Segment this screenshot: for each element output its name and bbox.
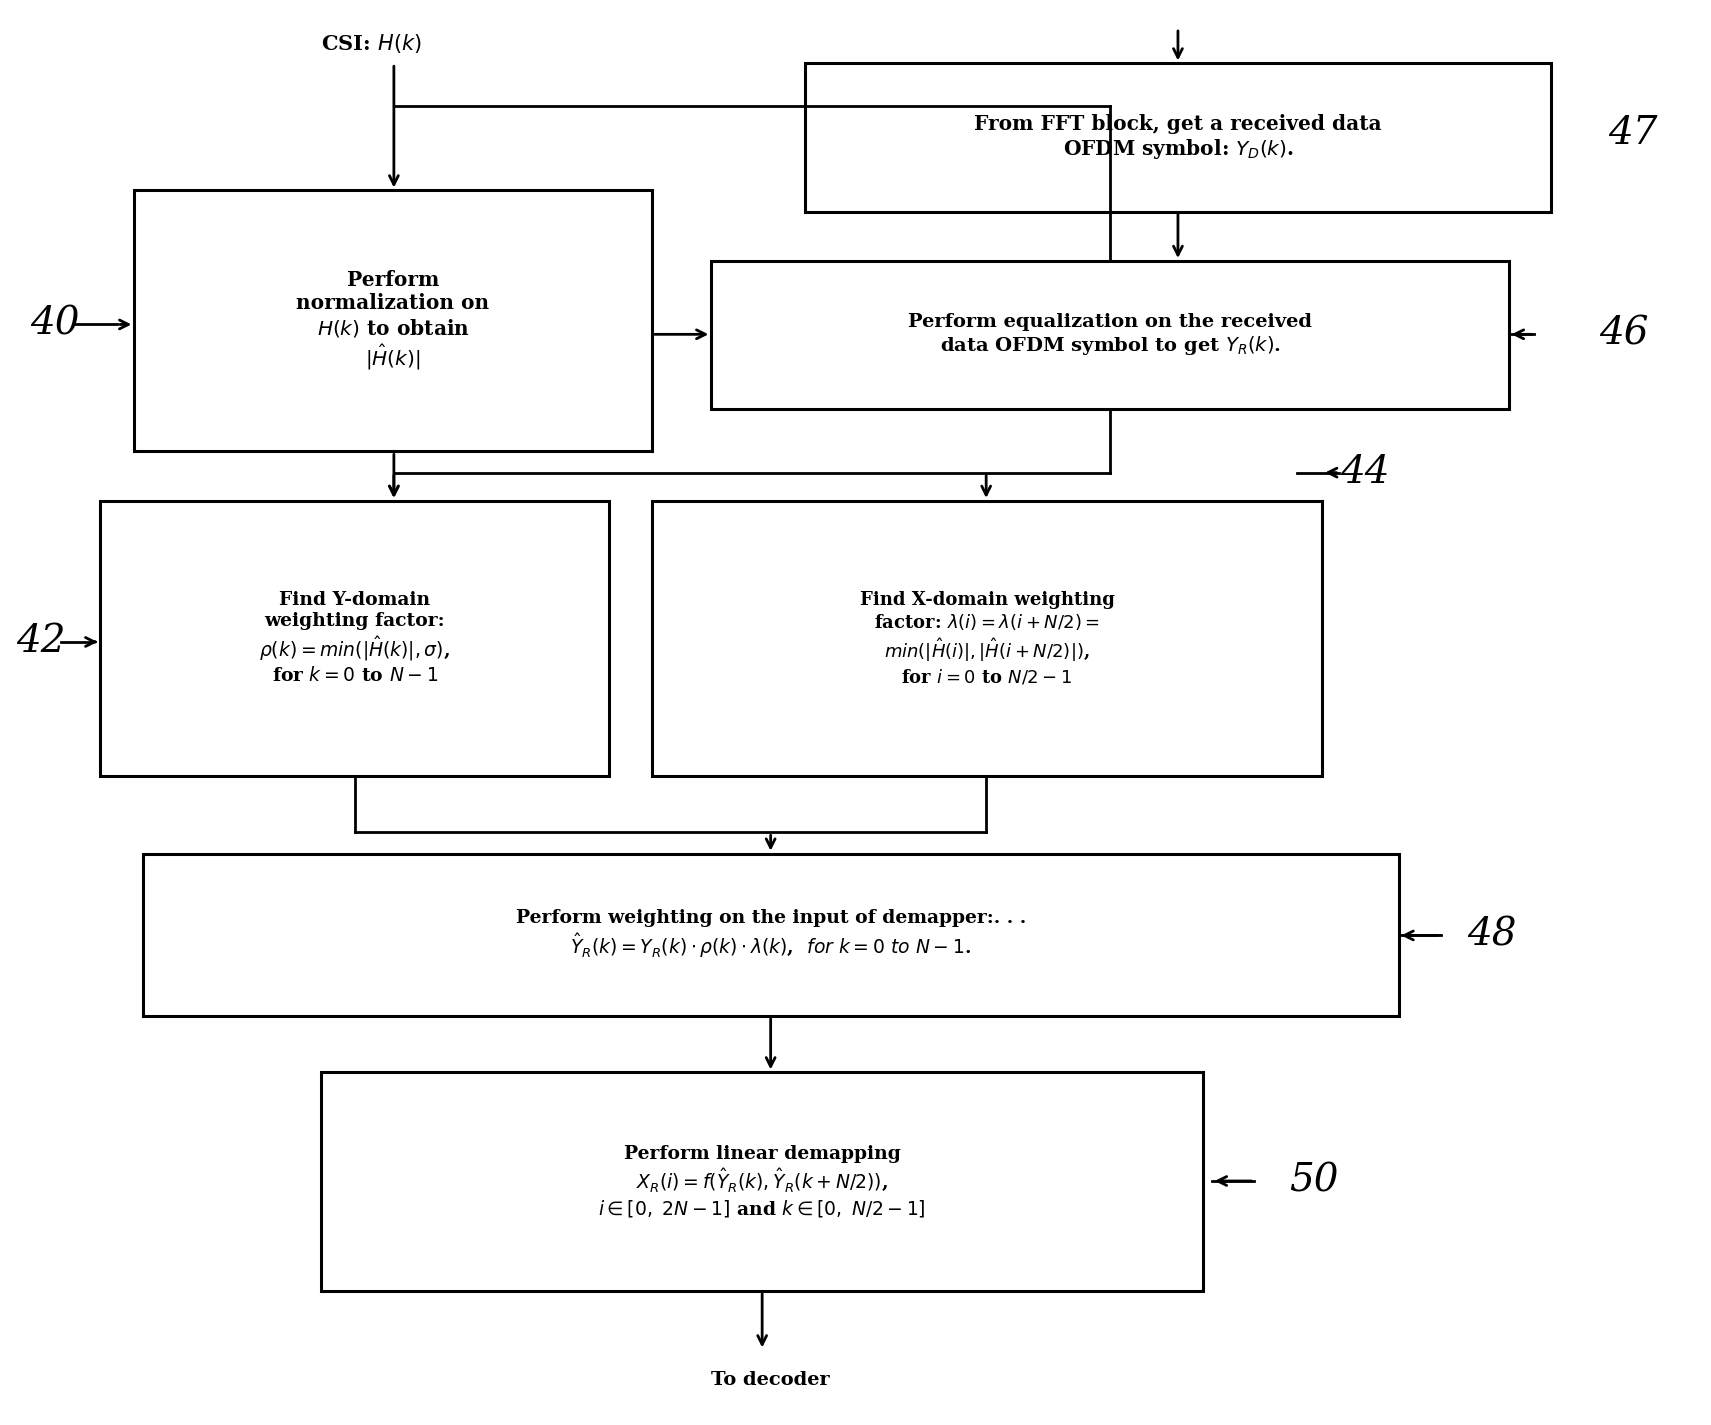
FancyBboxPatch shape bbox=[322, 1073, 1203, 1291]
Text: 46: 46 bbox=[1600, 316, 1649, 353]
Text: Find Y-domain
weighting factor:
$\rho(k)= min(|\hat{H}(k)|,\sigma)$,
for $k = 0$: Find Y-domain weighting factor: $\rho(k)… bbox=[260, 591, 450, 685]
Text: 42: 42 bbox=[15, 624, 65, 660]
FancyBboxPatch shape bbox=[133, 191, 652, 452]
Text: Perform linear demapping
$X_R(i) = f(\hat{Y}_R(k), \hat{Y}_R(k+N/2))$,
$i \in [0: Perform linear demapping $X_R(i) = f(\ha… bbox=[599, 1144, 926, 1218]
Text: 47: 47 bbox=[1608, 115, 1658, 152]
Text: 40: 40 bbox=[29, 306, 79, 343]
FancyBboxPatch shape bbox=[101, 500, 609, 777]
Text: 44: 44 bbox=[1340, 455, 1389, 492]
FancyBboxPatch shape bbox=[804, 63, 1552, 211]
Text: To decoder: To decoder bbox=[712, 1371, 830, 1389]
Text: Perform weighting on the input of demapper:. . .
$\hat{Y}_R(k) = Y_R(k) \cdot \r: Perform weighting on the input of demapp… bbox=[515, 909, 1027, 960]
Text: From FFT block, get a received data
OFDM symbol: $Y_{D}(k)$.: From FFT block, get a received data OFDM… bbox=[974, 114, 1382, 161]
FancyBboxPatch shape bbox=[142, 854, 1398, 1016]
Text: Perform equalization on the received
data OFDM symbol to get $Y_R(k)$.: Perform equalization on the received dat… bbox=[909, 314, 1312, 358]
FancyBboxPatch shape bbox=[652, 500, 1323, 777]
Text: 50: 50 bbox=[1288, 1163, 1338, 1200]
Text: Find X-domain weighting
factor: $\lambda(i)= \lambda(i+N/2)=$
$min(|\hat{H}(i)|,: Find X-domain weighting factor: $\lambda… bbox=[859, 591, 1114, 685]
Text: Perform
normalization on
$H(k)$ to obtain
$|\hat{H}(k)|$: Perform normalization on $H(k)$ to obtai… bbox=[296, 269, 489, 372]
Text: CSI: $H(k)$: CSI: $H(k)$ bbox=[322, 33, 423, 56]
Text: 48: 48 bbox=[1466, 916, 1516, 953]
FancyBboxPatch shape bbox=[712, 261, 1509, 409]
